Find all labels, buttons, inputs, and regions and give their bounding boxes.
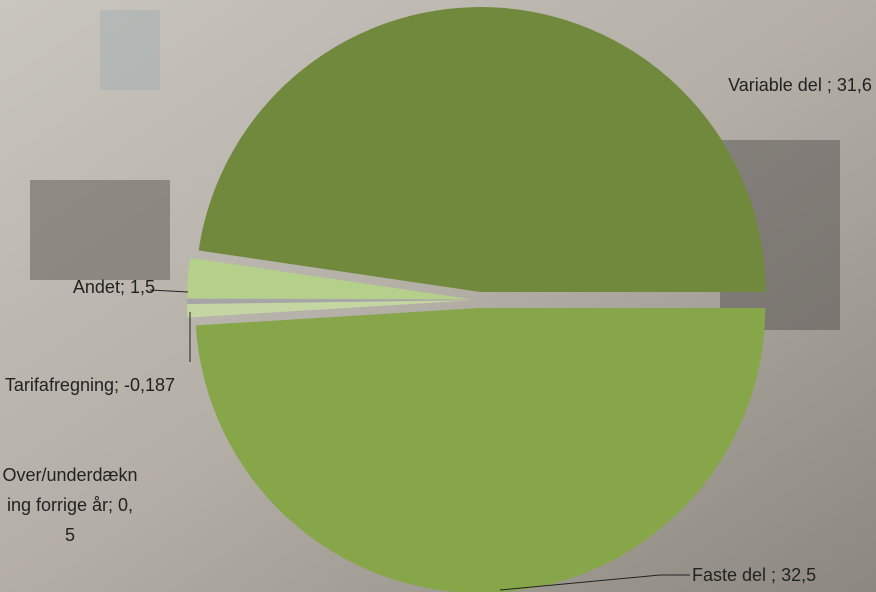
data-label: Andet;1,5 [30,272,155,302]
data-label: Faste del ;32,5 [692,560,872,590]
label-value: -0,187 [124,375,175,395]
label-category: Faste del [692,565,771,585]
label-category: Andet [73,277,120,297]
chart: Variable del ;31,6Faste del ;32,5Over/un… [0,0,876,592]
data-label: Variable del ;31,6 [725,70,875,100]
label-separator: ; [771,565,776,585]
label-value: 31,6 [837,75,872,95]
background-shape [30,180,170,280]
label-separator: ; [827,75,832,95]
data-label: Over/underdækning forrige år;0,5 [2,460,138,550]
label-value: 32,5 [781,565,816,585]
data-label: Tarifafregning;-0,187 [4,370,176,400]
label-value: 1,5 [130,277,155,297]
background-shape [100,10,160,90]
label-separator: ; [114,375,119,395]
label-category: Tarifafregning [5,375,114,395]
label-separator: ; [108,495,113,515]
label-category: Variable del [728,75,827,95]
label-separator: ; [120,277,125,297]
